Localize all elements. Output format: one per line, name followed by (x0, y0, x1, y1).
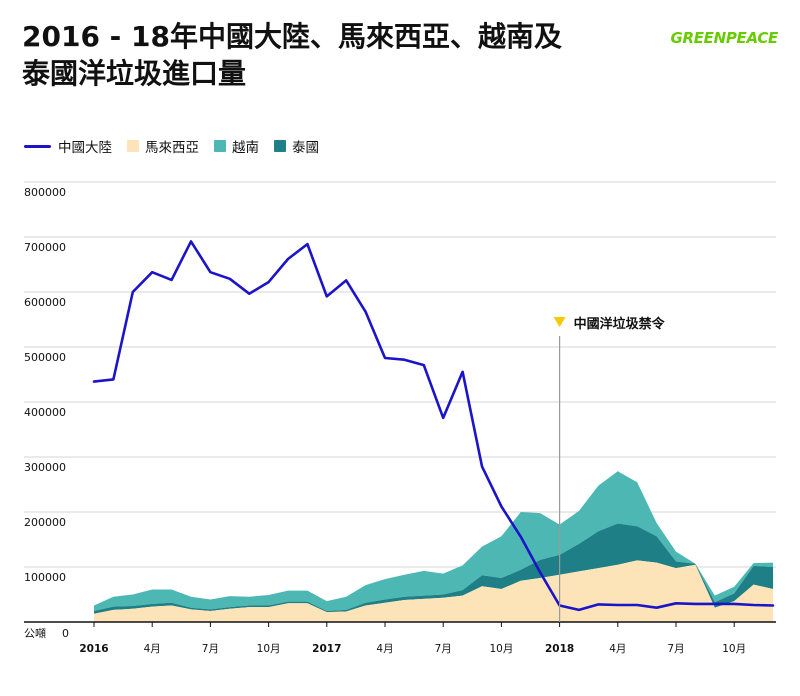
line-layer (92, 240, 775, 612)
chart-title: 2016 - 18年中國大陸、馬來西亞、越南及 泰國洋垃圾進口量 (22, 18, 562, 92)
area-layer (94, 471, 773, 622)
legend-item-malaysia: 馬來西亞 (127, 136, 199, 156)
x-tick-label: 10月 (257, 643, 281, 655)
chart-title-line-2: 泰國洋垃圾進口量 (22, 57, 247, 90)
y-tick-label: 300000 (24, 461, 66, 474)
legend-label-malaysia: 馬來西亞 (145, 140, 199, 156)
legend-swatch-thailand (274, 140, 286, 152)
y-tick-label: 400000 (24, 406, 66, 419)
legend-label-vietnam: 越南 (232, 140, 259, 156)
y-tick-label: 800000 (24, 186, 66, 199)
chart-legend: 中國大陸 馬來西亞 越南 泰國 (24, 136, 334, 156)
legend-item-thailand: 泰國 (274, 136, 319, 156)
legend-label-china: 中國大陸 (58, 140, 112, 156)
chart-title-line-1: 2016 - 18年中國大陸、馬來西亞、越南及 (22, 20, 563, 53)
area-malaysia (94, 560, 773, 622)
x-tick-label: 4月 (609, 643, 626, 655)
annotation-layer: 中國洋垃圾禁令 (553, 316, 666, 622)
y-tick-label: 500000 (24, 351, 66, 364)
legend-swatch-china (24, 144, 51, 148)
greenpeace-logo: GREENPEACE (670, 29, 778, 47)
x-tick-label: 7月 (667, 643, 684, 655)
x-tick-label: 4月 (376, 643, 393, 655)
ban-marker-triangle (553, 317, 566, 327)
y-tick-label: 700000 (24, 241, 66, 254)
series-line-china (92, 240, 775, 612)
y-unit-label: 公噸 (24, 626, 46, 640)
grid-layer (24, 181, 776, 568)
x-tick-label: 7月 (202, 643, 219, 655)
x-tick-label: 10月 (489, 643, 513, 655)
y-tick-label: 600000 (24, 296, 66, 309)
x-tick-label: 7月 (435, 643, 452, 655)
x-tick-label: 10月 (722, 643, 746, 655)
legend-label-thailand: 泰國 (292, 140, 319, 156)
y-tick-label: 0 (62, 627, 69, 640)
x-tick-label: 2018 (545, 643, 574, 655)
y-tick-label: 100000 (24, 571, 66, 584)
legend-swatch-vietnam (214, 140, 226, 152)
legend-item-vietnam: 越南 (214, 136, 259, 156)
area-vietnam (94, 471, 773, 611)
ban-annotation-label: 中國洋垃圾禁令 (574, 316, 666, 332)
axis-layer: 0 公噸 100000 200000 300000 400000 500000 600000 7… (24, 186, 776, 655)
area-thailand (94, 523, 773, 614)
y-tick-label: 200000 (24, 516, 66, 529)
legend-item-china: 中國大陸 (24, 136, 112, 156)
x-tick-label: 2016 (79, 643, 108, 655)
x-tick-label: 2017 (312, 643, 341, 655)
legend-swatch-malaysia (127, 140, 139, 152)
x-tick-label: 4月 (144, 643, 161, 655)
